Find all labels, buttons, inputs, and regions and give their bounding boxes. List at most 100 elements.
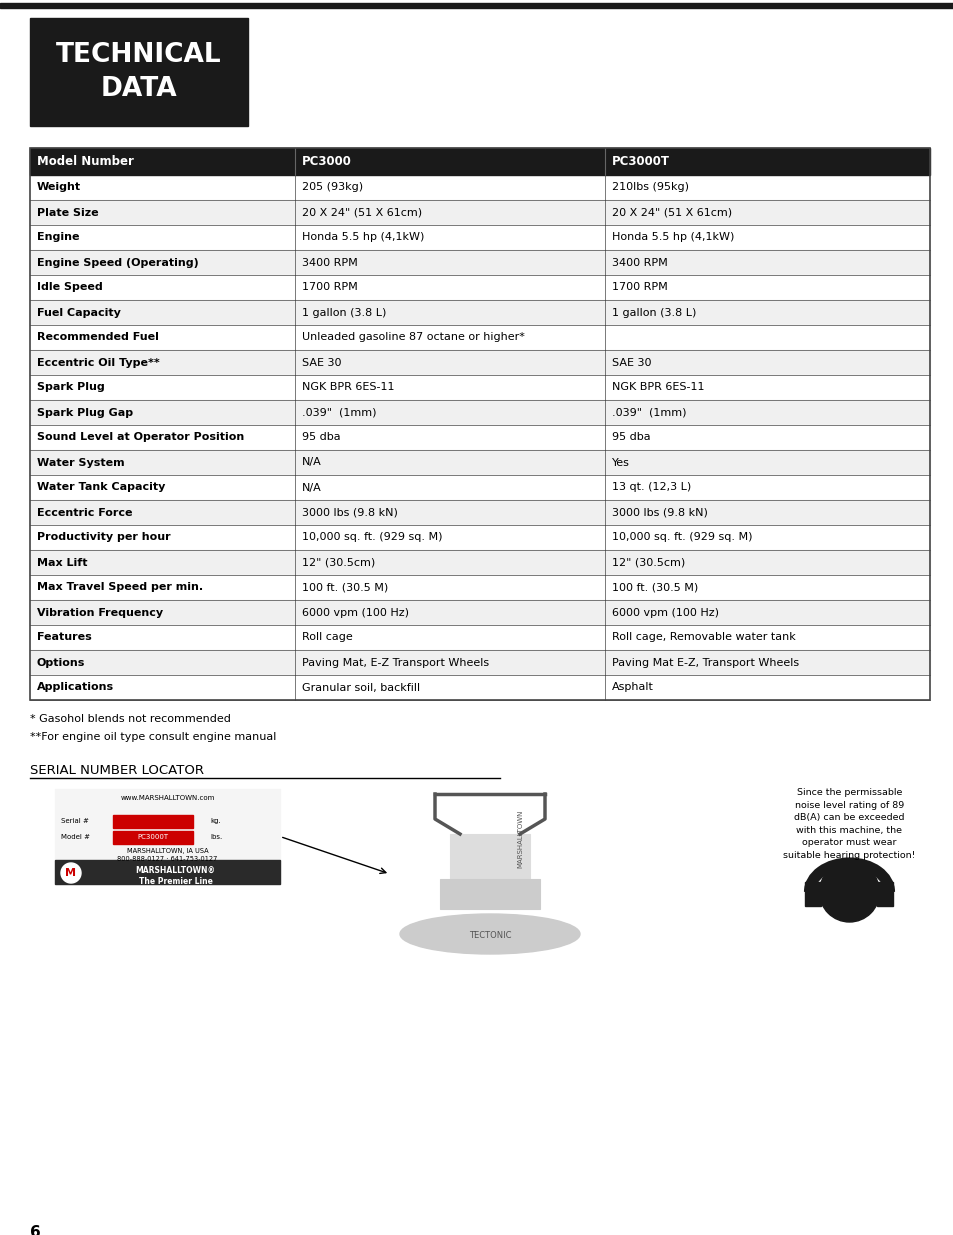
Text: NGK BPR 6ES-11: NGK BPR 6ES-11 bbox=[302, 383, 395, 393]
Text: 1 gallon (3.8 L): 1 gallon (3.8 L) bbox=[612, 308, 696, 317]
Text: N/A: N/A bbox=[302, 483, 321, 493]
Bar bbox=[30, 148, 929, 700]
Text: Since the permissable
noise level rating of 89
dB(A) can be exceeded
with this m: Since the permissable noise level rating… bbox=[782, 788, 915, 860]
Text: 10,000 sq. ft. (929 sq. M): 10,000 sq. ft. (929 sq. M) bbox=[302, 532, 442, 542]
Text: 3400 RPM: 3400 RPM bbox=[612, 258, 667, 268]
Bar bbox=[30, 500, 929, 525]
Circle shape bbox=[61, 863, 81, 883]
Text: 20 X 24" (51 X 61cm): 20 X 24" (51 X 61cm) bbox=[302, 207, 421, 217]
Text: Granular soil, backfill: Granular soil, backfill bbox=[302, 683, 419, 693]
Text: Features: Features bbox=[37, 632, 91, 642]
Bar bbox=[30, 625, 929, 650]
Text: 100 ft. (30.5 M): 100 ft. (30.5 M) bbox=[612, 583, 698, 593]
Text: Roll cage, Removable water tank: Roll cage, Removable water tank bbox=[612, 632, 795, 642]
Bar bbox=[30, 225, 929, 249]
Text: 3000 lbs (9.8 kN): 3000 lbs (9.8 kN) bbox=[612, 508, 707, 517]
Text: Engine Speed (Operating): Engine Speed (Operating) bbox=[37, 258, 198, 268]
Bar bbox=[450, 834, 530, 879]
Text: MARSHALLTOWN: MARSHALLTOWN bbox=[517, 810, 522, 868]
Bar bbox=[877, 882, 893, 906]
Bar bbox=[30, 600, 929, 625]
Bar bbox=[55, 789, 280, 884]
Bar bbox=[30, 200, 929, 225]
Text: MARSHALLTOWN, IA USA
800-888-0127 · 641-753-0127: MARSHALLTOWN, IA USA 800-888-0127 · 641-… bbox=[117, 848, 217, 862]
Text: SAE 30: SAE 30 bbox=[302, 357, 341, 368]
Text: lbs.: lbs. bbox=[210, 834, 222, 840]
Text: Water System: Water System bbox=[37, 457, 125, 468]
Text: 1700 RPM: 1700 RPM bbox=[302, 283, 357, 293]
Bar bbox=[30, 425, 929, 450]
Text: 100 ft. (30.5 M): 100 ft. (30.5 M) bbox=[302, 583, 388, 593]
Text: SERIAL NUMBER LOCATOR: SERIAL NUMBER LOCATOR bbox=[30, 764, 204, 777]
Text: www.MARSHALLTOWN.com: www.MARSHALLTOWN.com bbox=[120, 795, 214, 802]
Text: Applications: Applications bbox=[37, 683, 114, 693]
Text: 6000 vpm (100 Hz): 6000 vpm (100 Hz) bbox=[612, 608, 719, 618]
Bar bbox=[30, 148, 929, 175]
Text: PC3000T: PC3000T bbox=[137, 834, 169, 840]
Text: 12" (30.5cm): 12" (30.5cm) bbox=[612, 557, 684, 568]
Bar bbox=[30, 450, 929, 475]
Text: 95 dba: 95 dba bbox=[612, 432, 650, 442]
Text: Max Lift: Max Lift bbox=[37, 557, 88, 568]
Text: **For engine oil type consult engine manual: **For engine oil type consult engine man… bbox=[30, 732, 276, 742]
Circle shape bbox=[819, 862, 879, 923]
Text: Vibration Frequency: Vibration Frequency bbox=[37, 608, 163, 618]
Bar bbox=[30, 550, 929, 576]
Text: Paving Mat, E-Z Transport Wheels: Paving Mat, E-Z Transport Wheels bbox=[302, 657, 489, 667]
Text: Eccentric Force: Eccentric Force bbox=[37, 508, 132, 517]
Text: Weight: Weight bbox=[37, 183, 81, 193]
Text: Honda 5.5 hp (4,1kW): Honda 5.5 hp (4,1kW) bbox=[612, 232, 734, 242]
Bar bbox=[804, 882, 821, 906]
Text: 3000 lbs (9.8 kN): 3000 lbs (9.8 kN) bbox=[302, 508, 397, 517]
Text: 12" (30.5cm): 12" (30.5cm) bbox=[302, 557, 375, 568]
Bar bbox=[30, 400, 929, 425]
Bar bbox=[30, 249, 929, 275]
Text: Eccentric Oil Type**: Eccentric Oil Type** bbox=[37, 357, 159, 368]
Bar bbox=[55, 860, 280, 884]
Bar bbox=[0, 2, 953, 7]
Text: Water Tank Capacity: Water Tank Capacity bbox=[37, 483, 165, 493]
Text: Idle Speed: Idle Speed bbox=[37, 283, 103, 293]
Text: Asphalt: Asphalt bbox=[612, 683, 653, 693]
Text: Roll cage: Roll cage bbox=[302, 632, 353, 642]
Text: Paving Mat E-Z, Transport Wheels: Paving Mat E-Z, Transport Wheels bbox=[612, 657, 799, 667]
Bar bbox=[30, 676, 929, 700]
Text: TECHNICAL
DATA: TECHNICAL DATA bbox=[56, 42, 222, 103]
Text: 1 gallon (3.8 L): 1 gallon (3.8 L) bbox=[302, 308, 386, 317]
Text: MARSHALLTOWN®
The Premier Line: MARSHALLTOWN® The Premier Line bbox=[135, 866, 215, 885]
Text: Recommended Fuel: Recommended Fuel bbox=[37, 332, 159, 342]
Text: Unleaded gasoline 87 octane or higher*: Unleaded gasoline 87 octane or higher* bbox=[302, 332, 524, 342]
Bar bbox=[30, 300, 929, 325]
Text: Engine: Engine bbox=[37, 232, 79, 242]
Text: Options: Options bbox=[37, 657, 85, 667]
Text: Spark Plug: Spark Plug bbox=[37, 383, 105, 393]
Bar bbox=[30, 275, 929, 300]
Text: Model #: Model # bbox=[61, 834, 90, 840]
Bar bbox=[439, 879, 539, 909]
Text: M: M bbox=[66, 868, 76, 878]
Text: 10,000 sq. ft. (929 sq. M): 10,000 sq. ft. (929 sq. M) bbox=[612, 532, 752, 542]
Text: 6000 vpm (100 Hz): 6000 vpm (100 Hz) bbox=[302, 608, 409, 618]
Text: * Gasohol blends not recommended: * Gasohol blends not recommended bbox=[30, 714, 231, 724]
Bar bbox=[767, 782, 930, 952]
Text: Fuel Capacity: Fuel Capacity bbox=[37, 308, 121, 317]
Text: .039"  (1mm): .039" (1mm) bbox=[302, 408, 376, 417]
Text: 95 dba: 95 dba bbox=[302, 432, 340, 442]
Text: 13 qt. (12,3 L): 13 qt. (12,3 L) bbox=[612, 483, 691, 493]
Text: NGK BPR 6ES-11: NGK BPR 6ES-11 bbox=[612, 383, 703, 393]
Text: Sound Level at Operator Position: Sound Level at Operator Position bbox=[37, 432, 244, 442]
Text: Plate Size: Plate Size bbox=[37, 207, 98, 217]
Bar bbox=[112, 815, 193, 827]
Text: TECTONIC: TECTONIC bbox=[468, 931, 511, 941]
Text: Spark Plug Gap: Spark Plug Gap bbox=[37, 408, 133, 417]
Text: 6: 6 bbox=[30, 1225, 41, 1235]
Bar bbox=[30, 175, 929, 200]
Text: 1700 RPM: 1700 RPM bbox=[612, 283, 667, 293]
Bar bbox=[30, 650, 929, 676]
Text: PC3000: PC3000 bbox=[302, 156, 352, 168]
Bar bbox=[30, 475, 929, 500]
Ellipse shape bbox=[399, 914, 579, 953]
Text: Max Travel Speed per min.: Max Travel Speed per min. bbox=[37, 583, 203, 593]
Text: .039"  (1mm): .039" (1mm) bbox=[612, 408, 686, 417]
Text: Productivity per hour: Productivity per hour bbox=[37, 532, 171, 542]
